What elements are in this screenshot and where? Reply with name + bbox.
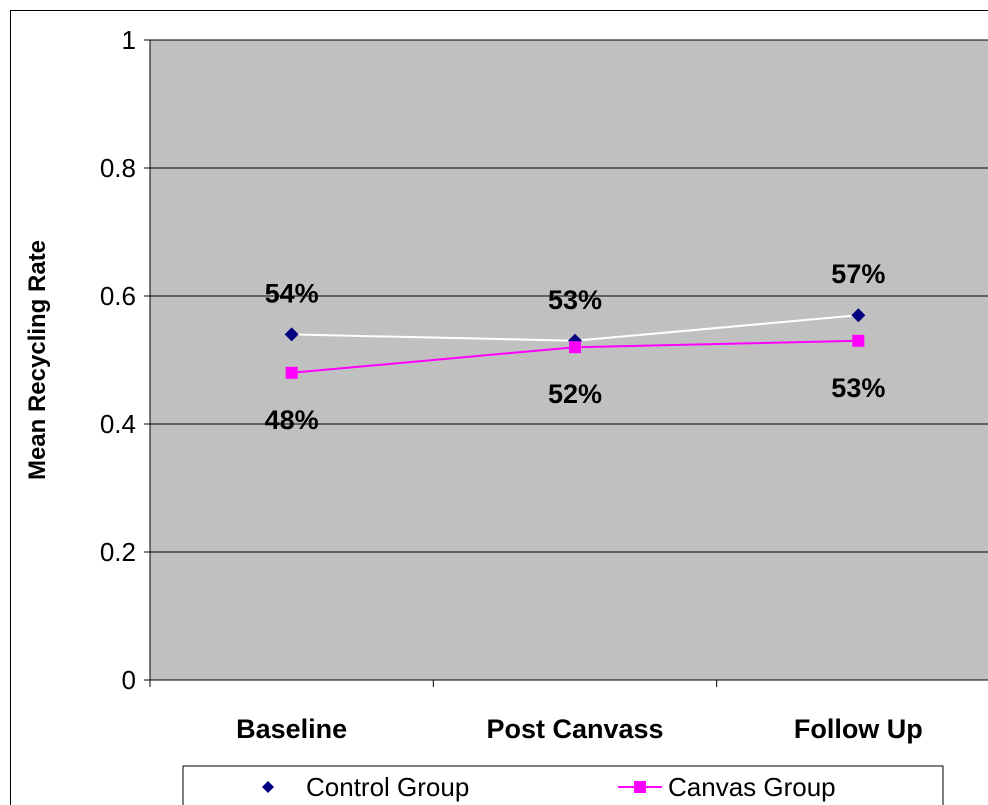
axes [144, 39, 988, 687]
canvas-group-point [569, 341, 581, 354]
control-group-legend-marker [262, 781, 274, 793]
canvas-group-point [285, 366, 298, 379]
y-tick-label: 0.2 [100, 537, 136, 567]
control-group-data-label: 53% [548, 285, 602, 315]
y-tick-label: 0.6 [100, 281, 136, 311]
x-tick-label: Follow Up [794, 714, 923, 744]
canvas-group-data-label: 52% [548, 379, 602, 409]
canvas-group-data-label: 53% [831, 373, 885, 403]
legend: Control Group Canvas Group [182, 765, 944, 805]
control-group-data-label: 57% [831, 259, 885, 289]
y-tick-label: 0 [122, 665, 136, 695]
control-group-point [284, 327, 299, 342]
canvas-group-data-label: 48% [265, 405, 319, 435]
x-tick-labels: Baseline Post Canvass Follow Up [236, 714, 923, 744]
canvas-group-legend-marker [634, 781, 646, 793]
x-tick-label: Post Canvass [486, 714, 663, 744]
y-tick-label: 0.4 [100, 409, 136, 439]
canvas-group-legend-label: Canvas Group [668, 772, 836, 802]
control-group-point [851, 308, 866, 323]
y-axis-title: Mean Recycling Rate [24, 240, 51, 480]
canvas-group-point [852, 334, 865, 347]
y-tick-label: 1 [122, 25, 136, 55]
data-labels: 54% 53% 57% 48% 52% 53% [265, 259, 886, 435]
plot-area [150, 40, 988, 680]
y-tick-label: 0.8 [100, 153, 136, 183]
series-layer [284, 308, 866, 379]
gridlines [150, 39, 988, 553]
y-tick-labels: 0 0.2 0.4 0.6 0.8 1 [100, 25, 136, 695]
x-tick-label: Baseline [236, 714, 347, 744]
legend-box [182, 765, 944, 805]
control-group-data-label: 54% [265, 278, 319, 308]
control-group-legend-label: Control Group [306, 772, 469, 802]
